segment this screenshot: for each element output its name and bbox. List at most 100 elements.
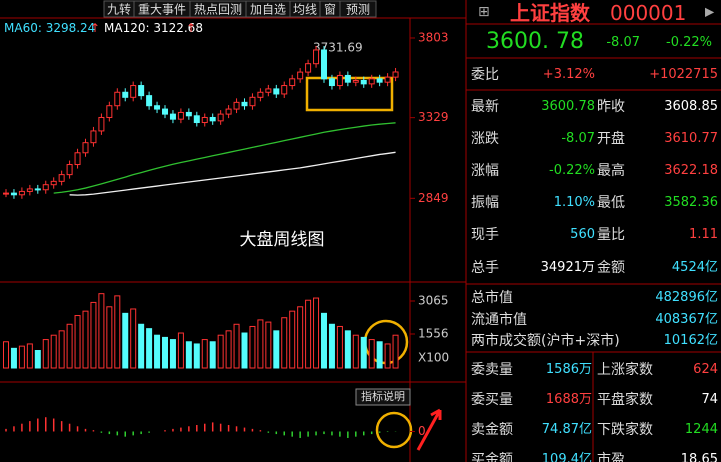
- volume-bar: [209, 341, 216, 369]
- toolbar-button-text[interactable]: 窗: [324, 3, 336, 17]
- row-label: 振幅: [471, 195, 499, 211]
- order-value: 18.65: [680, 452, 718, 462]
- row-value: 34921万: [540, 260, 595, 275]
- row-value: 3582.36: [664, 195, 718, 210]
- arrow-up: ↑: [90, 21, 101, 35]
- candle: [130, 85, 137, 98]
- volume-bar: [241, 332, 248, 369]
- row-label: 最高: [597, 163, 625, 179]
- order-value: 74.87亿: [541, 422, 592, 437]
- annotation: 大盘周线图: [240, 230, 325, 250]
- volume-bar: [169, 339, 176, 369]
- toolbar-button-text[interactable]: 重大事件: [138, 3, 186, 17]
- volume-bar: [154, 334, 161, 369]
- market-value: 482896亿: [655, 290, 718, 305]
- candle: [66, 164, 73, 176]
- highlight-circle: [375, 411, 413, 449]
- candle: [154, 105, 161, 110]
- candle: [392, 71, 399, 78]
- ma60-label: MA60: 3298.24: [4, 21, 96, 35]
- row-value: 3608.85: [664, 99, 718, 114]
- row-label: 涨跌: [471, 131, 499, 147]
- candle: [225, 108, 232, 115]
- row-label: 量比: [597, 227, 625, 243]
- volume-bar: [336, 325, 343, 369]
- volume-bar: [321, 312, 327, 369]
- ma60-line: [53, 122, 396, 194]
- volume-bar: [265, 321, 272, 369]
- toolbar-button-text[interactable]: 加自选: [250, 3, 286, 17]
- toolbar-button-text[interactable]: 热点回测: [194, 3, 242, 17]
- toolbar-button-text[interactable]: 均线: [293, 3, 317, 17]
- candle: [305, 63, 312, 73]
- toolbar-button-text[interactable]: 预测: [346, 3, 370, 17]
- row-label: 金额: [597, 260, 625, 276]
- candle: [74, 152, 81, 166]
- toolbar-button[interactable]: [339, 0, 377, 18]
- volume-bar: [376, 341, 383, 369]
- volume-bar: [313, 297, 320, 369]
- candle: [177, 111, 184, 120]
- volume-bar: [201, 339, 208, 369]
- volume-bar: [66, 323, 73, 369]
- candle: [241, 101, 248, 107]
- row-value: 560: [570, 227, 595, 242]
- volume-bar: [50, 334, 57, 369]
- order-label: 买金额: [471, 452, 513, 462]
- row-label: 开盘: [597, 131, 625, 147]
- candle: [281, 85, 288, 95]
- ma120-line: [69, 151, 396, 196]
- volume-bar: [122, 312, 129, 369]
- volume-bar: [58, 330, 65, 369]
- candle: [313, 49, 320, 65]
- volume-bar: [273, 330, 280, 369]
- candle: [193, 115, 200, 124]
- volume-bar: [289, 310, 296, 369]
- candle: [98, 116, 105, 132]
- row-label: 昨收: [597, 99, 625, 115]
- volume-unit: X100: [418, 351, 449, 365]
- candle: [368, 78, 375, 85]
- volume-bar: [185, 341, 192, 369]
- row-value: 3622.18: [664, 163, 718, 178]
- order-label: 卖金额: [471, 422, 513, 438]
- order-label: 下跌家数: [597, 422, 653, 438]
- candle: [138, 85, 145, 97]
- candle: [321, 49, 327, 80]
- y-tick-label: 3803: [418, 30, 449, 44]
- volume-bar: [217, 334, 224, 369]
- volume-bar: [74, 315, 81, 369]
- indicator-button[interactable]: [355, 388, 411, 406]
- row-value: 3610.77: [664, 131, 718, 146]
- indicator-button-text[interactable]: 指标说明: [361, 389, 405, 403]
- order-label: 平盘家数: [597, 392, 653, 408]
- row-value: 4524亿: [671, 260, 718, 275]
- order-label: 市盈: [597, 452, 625, 462]
- order-value: 1586万: [545, 362, 592, 377]
- market-label: 总市值: [471, 290, 513, 306]
- candle: [297, 71, 304, 80]
- volume-bar: [344, 330, 351, 369]
- market-label: 两市成交额(沪市+深市): [471, 333, 620, 349]
- candle: [201, 116, 208, 124]
- row-value: 1.10%: [553, 195, 595, 210]
- volume-bar: [368, 339, 375, 369]
- volume-bar: [42, 339, 49, 369]
- order-value: 109.4亿: [541, 452, 592, 462]
- nav-icon[interactable]: ▶: [705, 5, 715, 19]
- candle: [114, 91, 121, 107]
- order-value: 1688万: [545, 392, 592, 407]
- volume-bar: [352, 334, 359, 369]
- candle: [146, 95, 153, 107]
- candle: [217, 113, 224, 122]
- candle: [360, 80, 367, 85]
- candle: [18, 190, 25, 196]
- toolbar-button-text[interactable]: 九转: [107, 2, 131, 17]
- volume-bar: [305, 299, 312, 369]
- candle: [265, 88, 272, 93]
- candle: [34, 188, 41, 191]
- volume-bar: [193, 343, 200, 369]
- volume-bar: [257, 319, 264, 369]
- candle: [233, 101, 240, 110]
- nav-icon[interactable]: ⊞: [478, 4, 490, 20]
